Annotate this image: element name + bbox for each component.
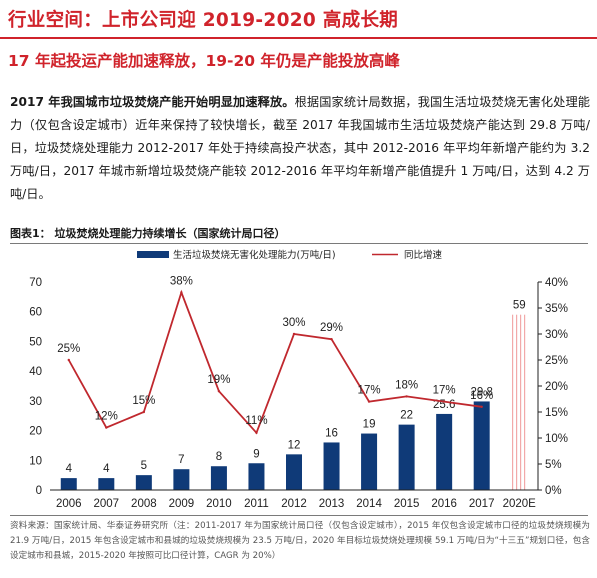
bar-value-label: 12 <box>288 439 301 451</box>
growth-value-label: 19% <box>207 374 230 386</box>
y-left-tick-label: 40 <box>29 366 42 378</box>
bar <box>398 424 415 490</box>
growth-point <box>105 426 108 429</box>
y-right-tick-label: 20% <box>545 381 568 393</box>
x-tick-label: 2008 <box>131 498 157 510</box>
growth-point <box>330 338 333 341</box>
bar-value-label: 4 <box>66 463 73 475</box>
y-right-tick-label: 25% <box>545 355 568 367</box>
bar <box>248 463 265 490</box>
bar-value-label: 8 <box>216 451 222 463</box>
bar-value-label: 29.8 <box>470 386 492 398</box>
growth-point <box>367 400 371 403</box>
y-left-tick-label: 10 <box>29 455 42 467</box>
growth-value-label: 29% <box>320 322 343 334</box>
x-tick-label: 2011 <box>244 498 269 510</box>
bar-value-label: 9 <box>253 448 259 460</box>
body-paragraph: 2017 年我国城市垃圾焚烧产能开始明显加速释放。根据国家统计局数据，我国生活垃… <box>10 91 590 206</box>
x-tick-label: 2017 <box>469 498 495 510</box>
paragraph-body: 根据国家统计局数据，我国生活垃圾焚烧无害化处理能力（仅包含设定城市）近年来保持了… <box>10 95 590 201</box>
growth-point <box>292 332 296 336</box>
bar <box>436 413 453 490</box>
x-tick-label: 2007 <box>94 498 120 510</box>
y-left-tick-label: 0 <box>36 485 42 497</box>
growth-value-label: 17% <box>433 385 456 397</box>
y-left-tick-label: 60 <box>29 307 42 319</box>
legend-bar-label: 生活垃圾焚烧无害化处理能力(万吨/日) <box>173 249 336 261</box>
paragraph-lead: 2017 年我国城市垃圾焚烧产能开始明显加速释放。 <box>10 95 295 109</box>
x-tick-label: 2006 <box>56 498 82 510</box>
x-tick-label: 2009 <box>169 498 195 510</box>
capacity-chart: 生活垃圾焚烧无害化处理能力(万吨/日) 同比增速 0 10 20 30 40 50 60 70 0%… <box>29 249 568 510</box>
x-tick-label: 2013 <box>319 498 345 510</box>
legend-bar-swatch <box>137 251 169 258</box>
growth-point <box>480 405 483 408</box>
growth-value-label: 30% <box>282 317 305 329</box>
growth-line <box>67 289 482 435</box>
bar-value-label: 22 <box>400 410 413 422</box>
figure-top-rule <box>10 243 588 244</box>
growth-point <box>405 395 408 398</box>
growth-point <box>67 358 70 362</box>
y-left-tick-label: 30 <box>29 396 42 408</box>
growth-value-label: 38% <box>170 275 193 287</box>
figure-bottom-rule <box>10 515 588 516</box>
growth-point <box>142 410 146 414</box>
growth-value-label: 15% <box>132 395 155 407</box>
bar-value-label: 16 <box>325 427 338 439</box>
bar <box>135 475 152 490</box>
bar <box>173 469 190 490</box>
growth-value-label: 18% <box>395 379 418 391</box>
bar <box>60 478 77 490</box>
page-title: 行业空间：上市公司迎 2019-2020 高成长期 <box>8 10 399 31</box>
growth-point <box>255 431 258 434</box>
y-right-tick-label: 40% <box>545 277 568 289</box>
bar-value-label: 5 <box>141 460 147 472</box>
bar <box>210 466 227 490</box>
x-tick-label: 2016 <box>431 498 457 510</box>
y-left-tick-label: 50 <box>29 336 42 348</box>
bar <box>286 454 302 490</box>
page-subtitle: 17 年起投运产能加速释放，19-20 年仍是产能投放高峰 <box>8 52 400 70</box>
growth-point <box>180 291 183 294</box>
bar-forecast <box>511 314 528 490</box>
x-tick-label: 2015 <box>394 498 420 510</box>
bar <box>98 478 115 490</box>
growth-value-label: 17% <box>358 385 381 397</box>
legend-line-label: 同比增速 <box>404 249 443 261</box>
y-right-tick-label: 5% <box>545 459 562 471</box>
bar-value-label: 19 <box>363 419 376 431</box>
y-right-tick-label: 15% <box>545 407 568 419</box>
y-left-tick-label: 70 <box>29 277 42 289</box>
y-right-tick-label: 0% <box>545 485 562 497</box>
y-right-tick-label: 30% <box>545 329 568 341</box>
bar <box>323 442 340 490</box>
bar <box>473 401 490 490</box>
y-right-tick-label: 35% <box>545 303 568 315</box>
bar-value-label: 4 <box>103 463 110 475</box>
growth-value-label: 11% <box>245 415 267 427</box>
x-tick-label: 2012 <box>281 498 307 510</box>
bar <box>361 433 378 490</box>
growth-point <box>217 390 221 393</box>
x-tick-label: 2020E <box>503 498 537 510</box>
source-note: 资料来源：国家统计局、华泰证券研究所（注：2011-2017 年为国家统计局口径… <box>10 521 590 561</box>
growth-value-label: 25% <box>57 343 80 355</box>
x-tick-label: 2010 <box>206 498 232 510</box>
y-right-tick-label: 10% <box>545 433 568 445</box>
growth-value-label: 16% <box>470 390 493 402</box>
figure-label: 图表1： 垃圾焚烧处理能力持续增长（国家统计局口径） <box>10 227 286 240</box>
bar-value-label: 59 <box>513 300 526 312</box>
title-divider <box>0 37 597 39</box>
y-left-tick-label: 20 <box>29 426 42 438</box>
growth-point <box>442 400 446 403</box>
growth-value-label: 12% <box>95 411 118 423</box>
bar-value-label: 7 <box>178 454 184 466</box>
x-tick-label: 2014 <box>356 498 382 510</box>
